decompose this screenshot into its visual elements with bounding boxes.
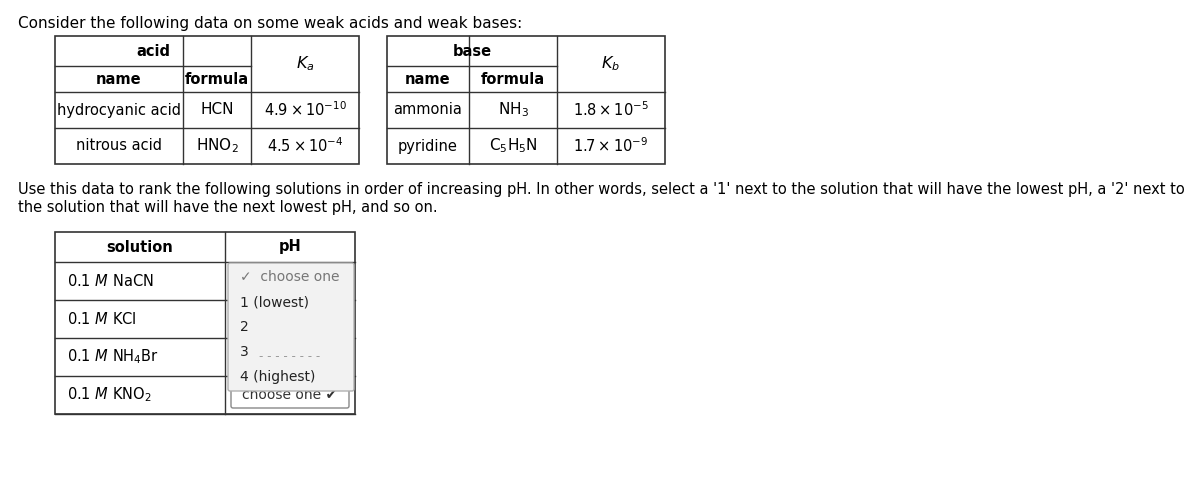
Bar	[386, 36, 665, 164]
FancyBboxPatch shape	[230, 382, 349, 408]
Bar	[55, 36, 359, 164]
Text: Consider the following data on some weak acids and weak bases:: Consider the following data on some weak…	[18, 16, 522, 31]
Text: base: base	[452, 43, 492, 58]
Text: 4 (highest): 4 (highest)	[240, 370, 316, 384]
Text: pyridine: pyridine	[398, 138, 458, 153]
Text: 0.1 $M$ NaCN: 0.1 $M$ NaCN	[67, 273, 154, 289]
Text: HCN: HCN	[200, 103, 234, 118]
Text: 2: 2	[240, 320, 248, 334]
Text: $K_a$: $K_a$	[295, 54, 314, 73]
Text: $1.7 \times 10^{-9}$: $1.7 \times 10^{-9}$	[574, 137, 648, 155]
Text: $\mathrm{NH_3}$: $\mathrm{NH_3}$	[498, 101, 528, 120]
Text: the solution that will have the next lowest pH, and so on.: the solution that will have the next low…	[18, 200, 438, 215]
Text: Use this data to rank the following solutions in order of increasing pH. In othe: Use this data to rank the following solu…	[18, 182, 1184, 197]
Text: formula: formula	[481, 71, 545, 86]
Text: 0.1 $M$ KCl: 0.1 $M$ KCl	[67, 311, 137, 327]
FancyBboxPatch shape	[228, 263, 354, 391]
Text: 0.1 $M$ KNO$_2$: 0.1 $M$ KNO$_2$	[67, 386, 151, 404]
Text: $K_b$: $K_b$	[601, 54, 620, 73]
FancyBboxPatch shape	[230, 345, 349, 369]
Text: $\mathrm{HNO_2}$: $\mathrm{HNO_2}$	[196, 137, 239, 155]
Text: $1.8 \times 10^{-5}$: $1.8 \times 10^{-5}$	[574, 101, 649, 120]
Text: pH: pH	[278, 240, 301, 254]
Text: acid: acid	[136, 43, 170, 58]
Text: $\mathrm{C_5H_5N}$: $\mathrm{C_5H_5N}$	[488, 137, 538, 155]
Text: nitrous acid: nitrous acid	[76, 138, 162, 153]
Text: formula: formula	[185, 71, 250, 86]
Text: solution: solution	[107, 240, 173, 254]
Text: 3: 3	[240, 345, 248, 359]
Text: $4.9 \times 10^{-10}$: $4.9 \times 10^{-10}$	[264, 101, 347, 120]
Text: $4.5 \times 10^{-4}$: $4.5 \times 10^{-4}$	[266, 137, 343, 155]
Text: - - - - - - - -: - - - - - - - -	[259, 350, 320, 363]
Text: name: name	[406, 71, 451, 86]
Text: ✓  choose one: ✓ choose one	[240, 270, 340, 284]
Text: 0.1 $M$ NH$_4$Br: 0.1 $M$ NH$_4$Br	[67, 348, 158, 366]
Text: hydrocyanic acid: hydrocyanic acid	[58, 103, 181, 118]
Text: 1 (lowest): 1 (lowest)	[240, 295, 310, 309]
Text: ammonia: ammonia	[394, 103, 462, 118]
Bar	[55, 232, 355, 414]
Text: name: name	[96, 71, 142, 86]
Text: choose one ✔: choose one ✔	[242, 388, 337, 402]
